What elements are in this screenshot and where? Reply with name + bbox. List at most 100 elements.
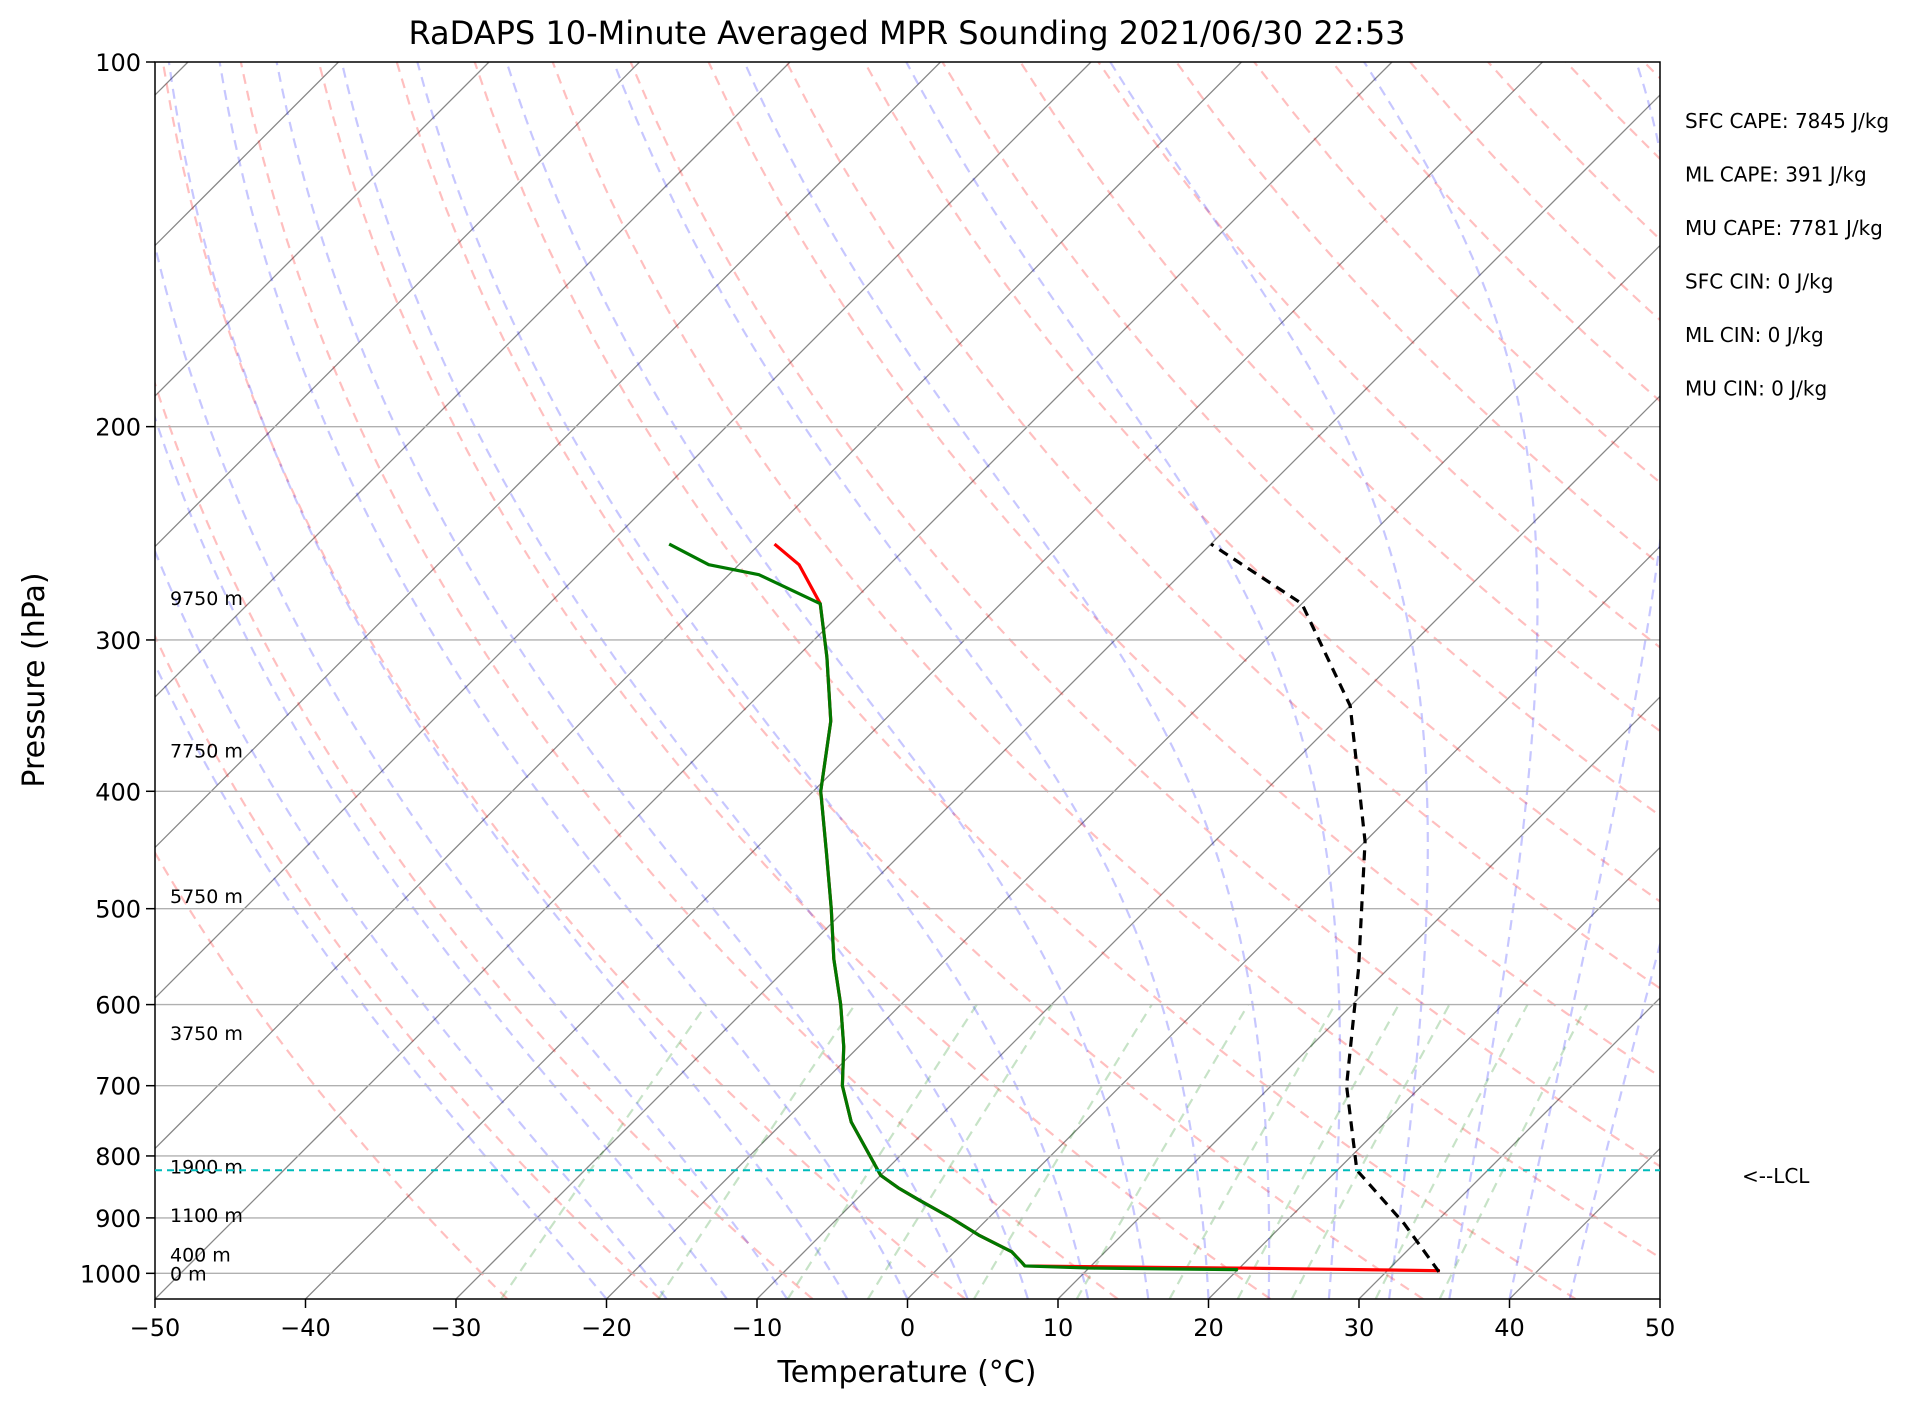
x-tick-label: −20	[581, 1314, 632, 1342]
dry-adiabat-line	[155, 850, 509, 1299]
mixing-ratio-line	[1236, 1004, 1400, 1299]
y-tick-label: 100	[95, 49, 141, 77]
y-axis-ticks: 100 200 300 400 500 600 700 800 900 1000	[80, 49, 155, 1288]
y-tick-label: 800	[95, 1143, 141, 1171]
height-label: 0 m	[170, 1263, 207, 1285]
isotherm-line	[155, 62, 1092, 999]
height-label: 9750 m	[170, 588, 243, 610]
dry-adiabat-line	[1097, 62, 1660, 649]
y-tick-label: 300	[95, 627, 141, 655]
mixing-ratio-line	[866, 1004, 1054, 1299]
height-label: 3750 m	[170, 1023, 243, 1045]
y-tick-label: 400	[95, 778, 141, 806]
moist-adiabat-line	[155, 662, 608, 1299]
y-tick-label: 200	[95, 414, 141, 442]
moist-adiabat-line	[1568, 940, 1660, 1299]
y-axis-label: Pressure (hPa)	[17, 572, 52, 787]
mixing-ratio-line	[1374, 1004, 1529, 1299]
isotherm-line	[455, 94, 1660, 1299]
background-lines	[155, 62, 1660, 1299]
isotherm-line	[155, 62, 791, 698]
sounding-profiles	[668, 542, 1441, 1273]
isotherm-line	[305, 62, 1543, 1299]
stability-stats: SFC CAPE: 7845 J/kg ML CAPE: 391 J/kg MU C…	[1685, 109, 1889, 401]
stat-line: ML CAPE: 391 J/kg	[1685, 163, 1867, 187]
series-line-2	[668, 542, 1238, 1272]
height-labels: 9750 m 7750 m 5750 m 3750 m 1900 m 1100 m 400 …	[170, 588, 243, 1285]
moist-adiabat-line	[167, 62, 849, 1299]
x-tick-label: 40	[1494, 1314, 1525, 1342]
moist-adiabat-line	[1109, 62, 1429, 1299]
isotherm-line	[155, 62, 1242, 1150]
moist-adiabat-line	[155, 241, 789, 1299]
moist-adiabat-line	[155, 548, 668, 1299]
x-tick-label: 20	[1193, 1314, 1224, 1342]
lcl-marker: <--LCL	[155, 1164, 1810, 1188]
x-tick-label: −10	[732, 1314, 783, 1342]
isotherm-line	[1358, 997, 1660, 1299]
height-label: 1900 m	[170, 1156, 243, 1178]
x-tick-label: −50	[130, 1314, 181, 1342]
moist-adiabat-line	[612, 62, 1210, 1299]
isotherm-line	[155, 62, 1393, 1299]
moist-adiabat-line	[218, 62, 909, 1299]
moist-adiabat-line	[505, 62, 1150, 1299]
series-line-3	[1210, 542, 1441, 1273]
pressure-grid	[155, 425, 1660, 1275]
dry-adiabat-line	[473, 62, 1577, 1299]
x-tick-label: 50	[1645, 1314, 1676, 1342]
dry-adiabat-line	[629, 62, 1660, 1168]
moist-adiabat-line	[743, 62, 1271, 1299]
stat-line: SFC CAPE: 7845 J/kg	[1685, 109, 1889, 133]
isotherm-line	[1057, 696, 1660, 1299]
height-label: 1100 m	[170, 1205, 243, 1227]
x-tick-label: −40	[280, 1314, 331, 1342]
moist-adiabat-line	[416, 62, 1090, 1299]
moist-adiabat-line	[905, 62, 1342, 1299]
dry-adiabat-line	[155, 380, 814, 1299]
moist-adiabat-line	[275, 62, 969, 1299]
moist-adiabat-line	[155, 414, 728, 1299]
isotherm-line	[907, 545, 1660, 1299]
height-label: 400 m	[170, 1245, 231, 1267]
stat-line: SFC CIN: 0 J/kg	[1685, 270, 1833, 294]
x-tick-label: 0	[900, 1314, 915, 1342]
dry-adiabat-line	[785, 62, 1660, 990]
x-axis-label: Temperature (°C)	[777, 1355, 1037, 1390]
y-tick-label: 700	[95, 1073, 141, 1101]
dry-adiabat-line	[941, 62, 1660, 818]
isotherm-line	[756, 395, 1660, 1299]
x-axis-ticks: −50 −40 −30 −20 −10 0 10 20 30 40 50	[130, 1299, 1676, 1342]
mixing-ratio-line	[500, 1003, 708, 1299]
height-label: 5750 m	[170, 886, 243, 908]
height-label: 7750 m	[170, 740, 243, 762]
mixing-ratio-line	[786, 1003, 978, 1299]
dry-adiabat-line	[161, 62, 966, 1299]
lcl-label: <--LCL	[1742, 1164, 1810, 1188]
isotherm-line	[1509, 1147, 1660, 1299]
moist-adiabat-line	[1508, 62, 1660, 1299]
dry-adiabat-line	[239, 62, 1119, 1299]
mixing-ratio-line	[1438, 1004, 1589, 1299]
mixing-ratio-line	[657, 1003, 856, 1299]
chart-title: RaDAPS 10-Minute Averaged MPR Sounding 2…	[408, 14, 1405, 52]
x-tick-label: 10	[1043, 1314, 1074, 1342]
isotherm-line	[606, 244, 1660, 1299]
y-tick-label: 1000	[80, 1260, 141, 1288]
dry-adiabat-line	[707, 62, 1660, 1078]
moist-adiabat-line	[1363, 62, 1539, 1299]
x-tick-label: 30	[1344, 1314, 1375, 1342]
stat-line: ML CIN: 0 J/kg	[1685, 323, 1824, 347]
dry-adiabat-line	[155, 633, 661, 1299]
dry-adiabat-line	[551, 62, 1660, 1259]
stat-line: MU CAPE: 7781 J/kg	[1685, 216, 1883, 240]
x-tick-label: −30	[431, 1314, 482, 1342]
y-tick-label: 600	[95, 992, 141, 1020]
y-tick-label: 900	[95, 1205, 141, 1233]
stat-line: MU CIN: 0 J/kg	[1685, 377, 1827, 401]
mixing-ratio-line	[1168, 1004, 1337, 1299]
y-tick-label: 500	[95, 896, 141, 924]
isotherm-line	[155, 62, 941, 849]
